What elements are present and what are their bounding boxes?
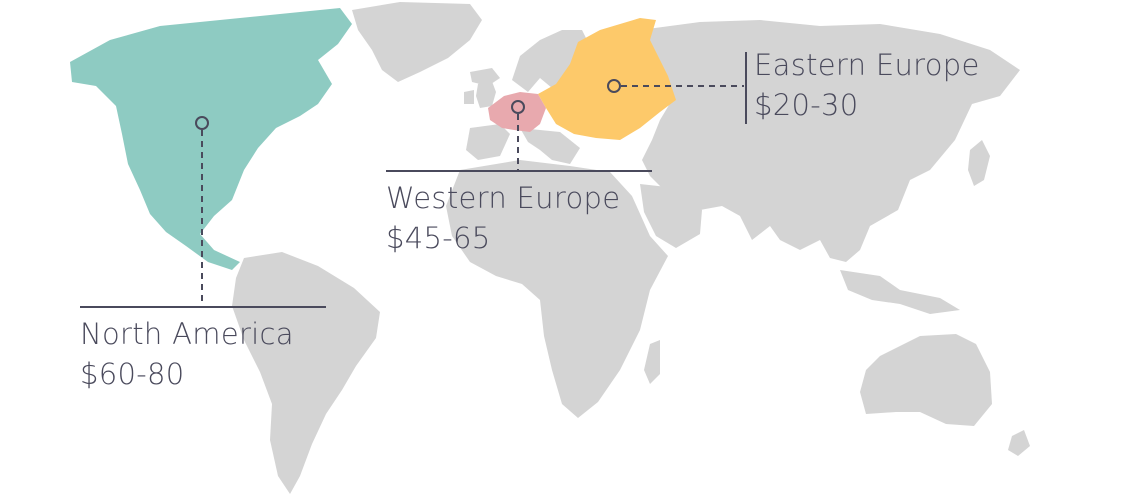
region-north-america xyxy=(70,8,352,270)
north-america-name: North America xyxy=(80,317,294,351)
ireland xyxy=(464,90,474,104)
western-europe-price: $45-65 xyxy=(386,221,491,255)
australia xyxy=(860,334,992,426)
madagascar xyxy=(644,340,660,384)
arabia xyxy=(640,184,702,248)
north-america-label: North America $60-80 xyxy=(80,314,294,394)
japan xyxy=(968,140,990,186)
eastern-europe-label: Eastern Europe $20-30 xyxy=(754,45,980,125)
land-masses xyxy=(232,2,1030,494)
africa xyxy=(446,160,668,418)
western-europe-name: Western Europe xyxy=(386,181,621,215)
indonesia xyxy=(840,270,960,314)
western-europe-marker xyxy=(386,100,652,172)
new-zealand xyxy=(1008,430,1030,456)
region-eastern-europe xyxy=(538,18,676,140)
western-europe-pin xyxy=(511,100,525,114)
balkans-italy xyxy=(520,128,580,164)
scandinavia xyxy=(512,30,588,92)
eastern-europe-marker xyxy=(607,52,747,124)
uk xyxy=(476,76,496,108)
asia xyxy=(640,20,1020,262)
north-america-marker xyxy=(80,116,326,308)
western-europe-label: Western Europe $45-65 xyxy=(386,178,620,258)
north-america-price: $60-80 xyxy=(80,357,185,391)
south-america xyxy=(232,252,380,494)
iceland xyxy=(470,68,500,86)
eastern-europe-pin xyxy=(607,79,621,93)
north-america-pin xyxy=(195,116,209,130)
eastern-europe-price: $20-30 xyxy=(754,88,859,122)
eastern-europe-name: Eastern Europe xyxy=(754,48,980,82)
greenland xyxy=(352,2,482,82)
iberia xyxy=(466,124,510,160)
